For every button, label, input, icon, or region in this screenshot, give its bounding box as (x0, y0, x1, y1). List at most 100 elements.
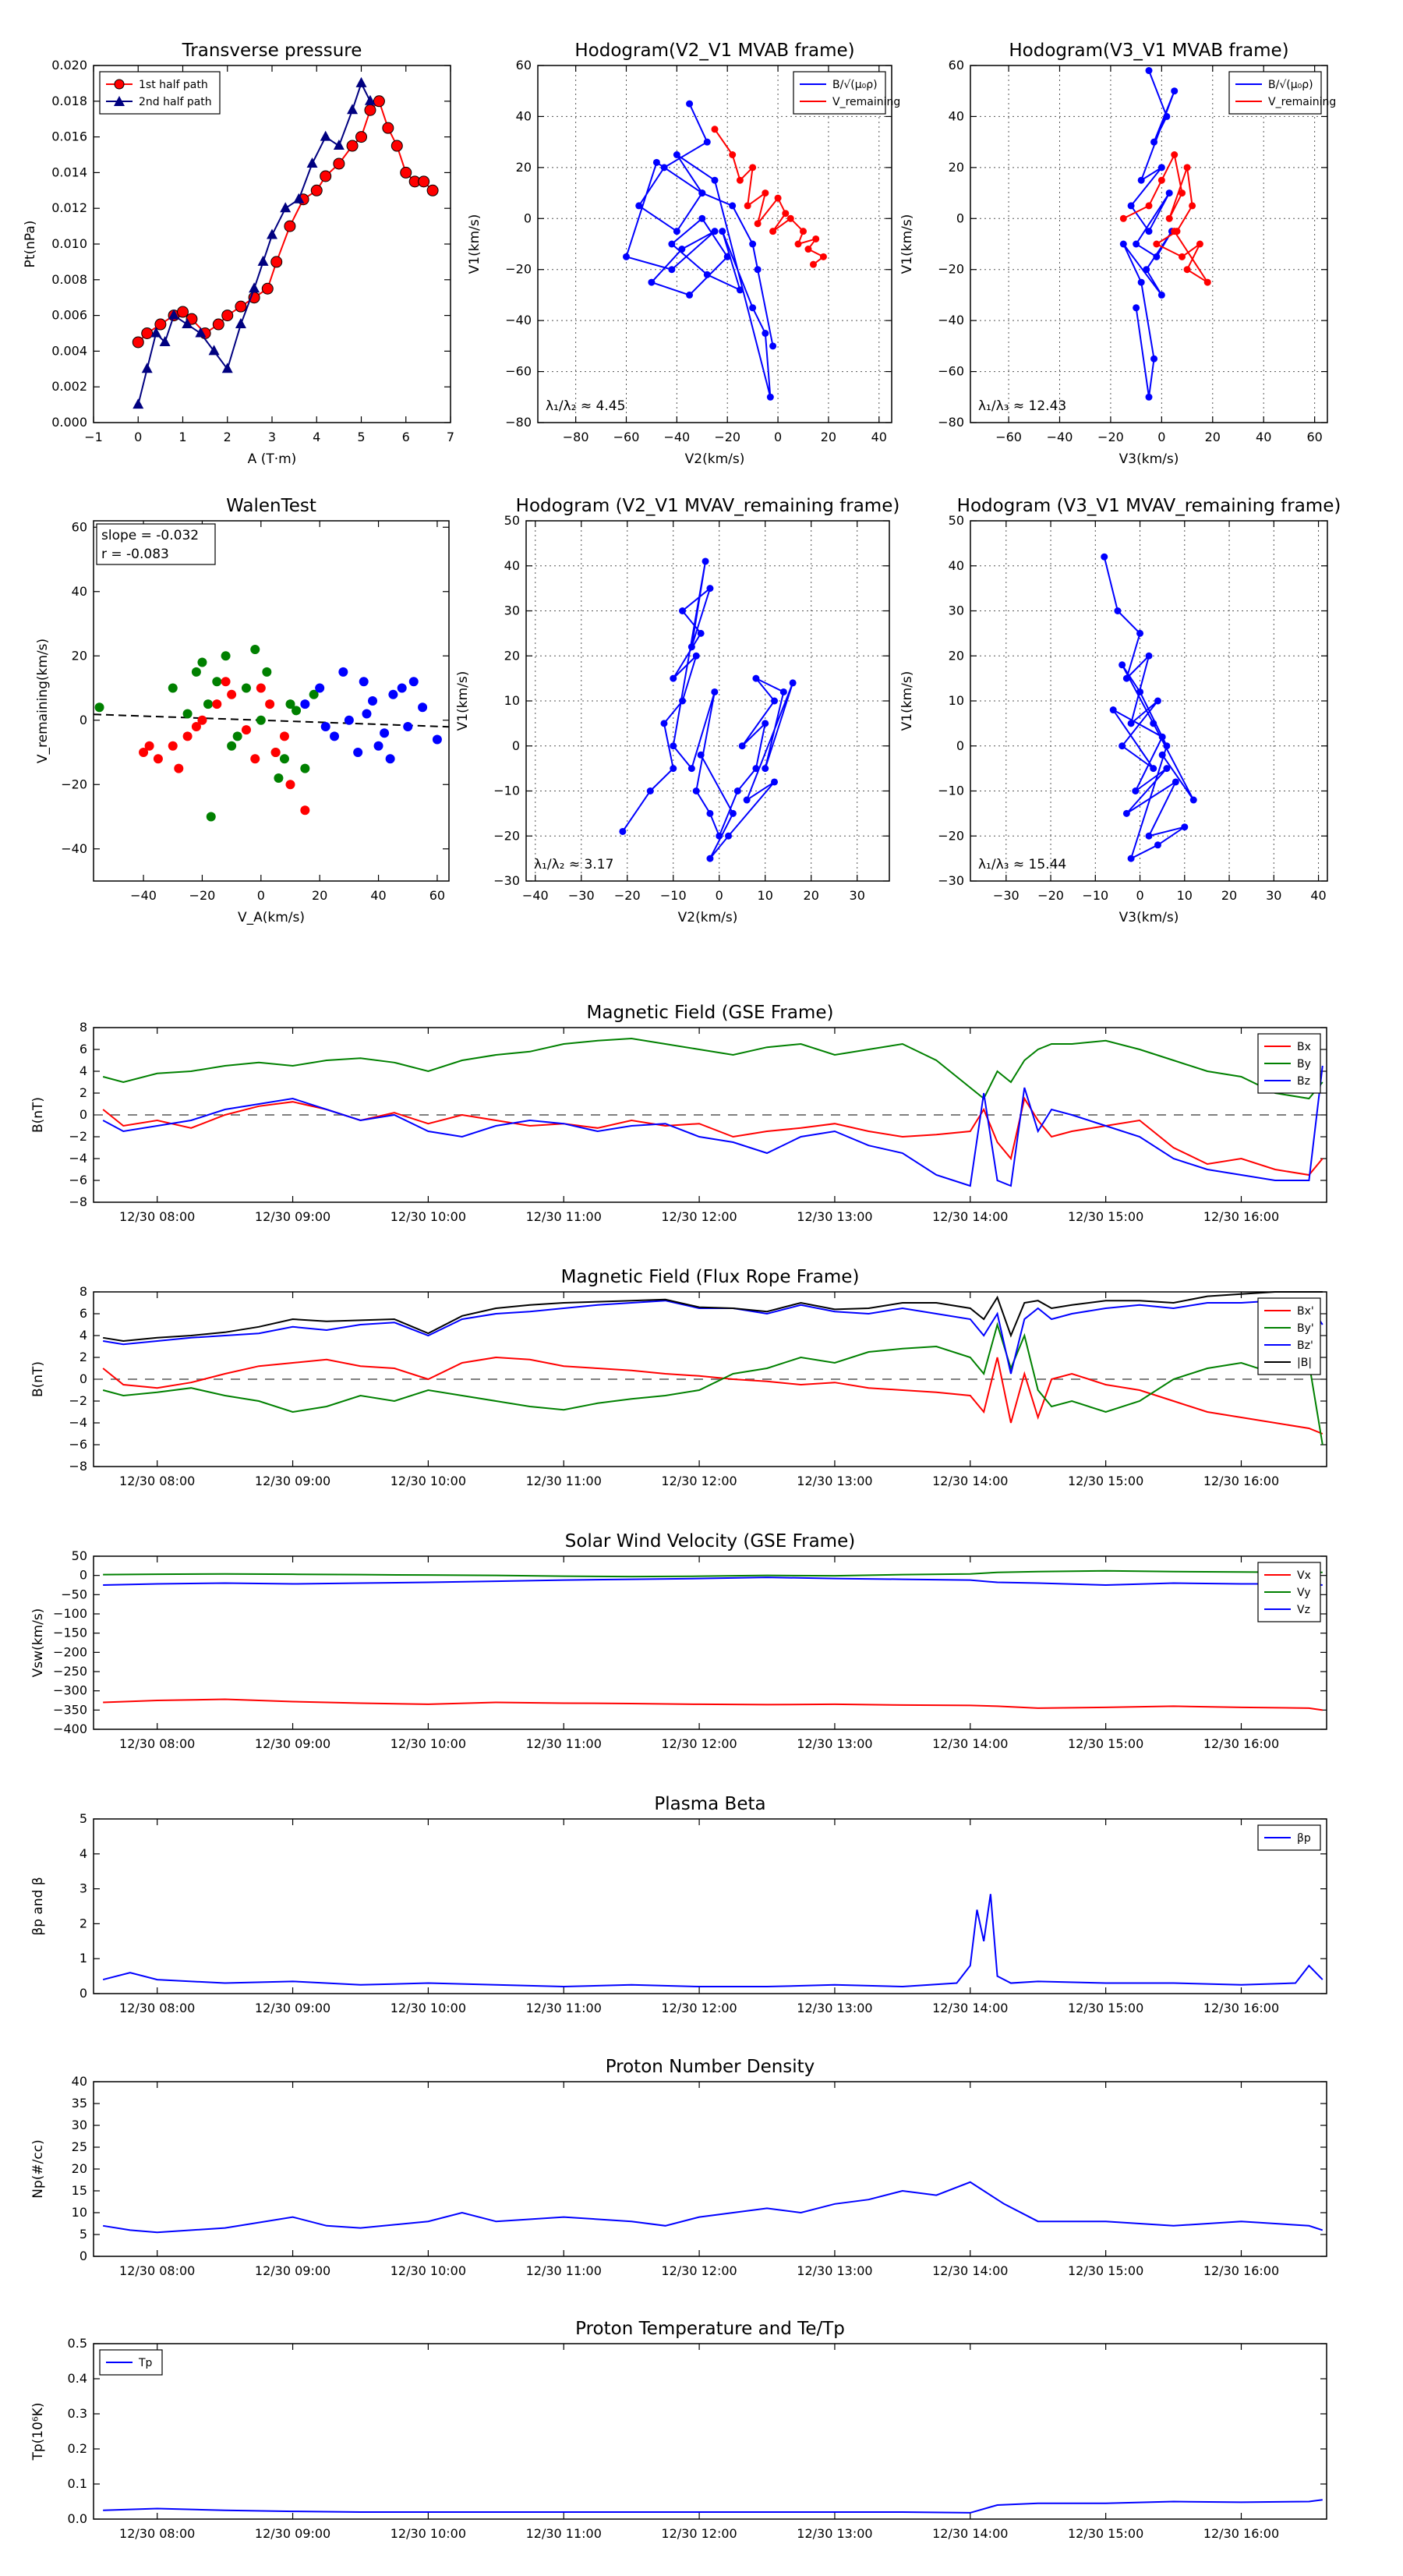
axes-frame (93, 2343, 1327, 2520)
data-point (256, 683, 266, 693)
legend-label: Bz' (1297, 1339, 1313, 1352)
x-tick-label: 60 (1306, 430, 1322, 444)
data-point (706, 809, 714, 817)
data-point (1163, 112, 1171, 120)
y-tick-label: 20 (72, 2161, 87, 2176)
y-tick-label: 0.4 (68, 2371, 87, 2386)
data-point (208, 345, 220, 356)
x-axis-label: V3(km/s) (1119, 451, 1179, 467)
data-point (697, 629, 705, 637)
y-tick-label: 20 (949, 160, 964, 175)
y-axis-label: B(nT) (30, 1361, 46, 1397)
data-point (1172, 778, 1179, 786)
y-tick-label: 50 (72, 1548, 87, 1563)
y-tick-label: −10 (938, 784, 964, 798)
data-point (279, 731, 289, 741)
y-tick-label: 5 (80, 2227, 87, 2242)
data-point (686, 291, 694, 299)
x-tick-label: 12/30 09:00 (255, 1474, 330, 1488)
y-tick-label: 2 (80, 1085, 87, 1100)
panel-8: Solar Wind Velocity (GSE Frame) 12/30 08:… (30, 1531, 1327, 1751)
y-tick-label: 35 (72, 2096, 87, 2111)
data-point (706, 585, 714, 593)
panel-title: Transverse pressure (182, 41, 362, 61)
panel-11: Proton Temperature and Te/Tp 12/30 08:00 1… (30, 2319, 1327, 2541)
panel-6: Magnetic Field (GSE Frame) 12/30 08:00 12/… (30, 1003, 1327, 1224)
y-tick-label: 0 (80, 2249, 87, 2263)
y-tick-label: −6 (69, 1437, 87, 1452)
y-tick-label: −20 (938, 262, 964, 277)
y-tick-label: −60 (505, 364, 532, 379)
data-point (227, 689, 237, 699)
data-point (702, 557, 709, 565)
legend-label: By (1297, 1058, 1311, 1070)
data-point (762, 765, 769, 773)
data-point (670, 765, 677, 773)
series-line (1103, 556, 1195, 861)
data-point (221, 310, 234, 322)
x-tick-label: 12/30 10:00 (391, 1736, 466, 1751)
y-tick-label: 0.000 (51, 415, 87, 430)
x-tick-label: 0 (716, 888, 723, 903)
panel-3: WalenTest −40 −20 0 20 40 60 −40 −20 0 20 40 60 V_A(k… (35, 496, 450, 925)
panel-title: Hodogram (V2_V1 MVAV_remaining frame) (516, 496, 900, 516)
y-tick-label: 25 (72, 2139, 87, 2154)
data-point (1122, 809, 1130, 817)
x-tick-label: 40 (1310, 888, 1326, 903)
data-point (168, 741, 178, 751)
data-point (794, 240, 802, 248)
x-tick-label: 12/30 16:00 (1203, 2526, 1279, 2541)
series-line (103, 2181, 1323, 2234)
y-tick-label: 0.004 (51, 343, 87, 358)
data-point (1179, 253, 1186, 260)
legend-marker (114, 96, 125, 106)
data-point (646, 787, 654, 794)
x-tick-label: 12/30 12:00 (661, 2001, 737, 2015)
data-point (267, 228, 277, 239)
data-point (306, 157, 318, 168)
data-point (1145, 652, 1153, 660)
y-tick-label: −4 (69, 1151, 87, 1166)
data-point (1181, 823, 1189, 831)
series-line (102, 1322, 1323, 1445)
y-tick-label: −400 (53, 1721, 87, 1736)
y-tick-label: 4 (80, 1063, 87, 1078)
data-point (1150, 138, 1158, 146)
data-point (749, 304, 757, 312)
y-tick-label: 60 (72, 519, 87, 534)
y-tick-label: −350 (53, 1702, 87, 1717)
data-point (206, 812, 216, 822)
data-point (1163, 765, 1171, 773)
data-point (168, 683, 178, 693)
series-line (103, 1576, 1323, 1587)
x-tick-label: 12/30 16:00 (1203, 1209, 1279, 1224)
data-point (285, 780, 295, 790)
legend-label: By' (1297, 1322, 1314, 1335)
y-tick-label: 0.2 (68, 2441, 87, 2456)
data-point (1137, 176, 1145, 184)
data-point (673, 151, 680, 158)
x-tick-label: 12/30 16:00 (1203, 1474, 1279, 1488)
data-point (1137, 278, 1145, 286)
y-tick-label: 4 (80, 1328, 87, 1343)
y-tick-label: 50 (504, 513, 520, 528)
series-line (103, 2499, 1323, 2514)
data-point (274, 773, 284, 783)
data-point (293, 193, 305, 203)
x-tick-label: 1 (178, 430, 186, 444)
data-point (678, 246, 686, 253)
data-point (1136, 629, 1144, 637)
data-point (711, 228, 719, 235)
data-point (711, 176, 719, 184)
panel-title: Plasma Beta (654, 1794, 765, 1814)
x-tick-label: 12/30 12:00 (661, 1736, 737, 1751)
data-point (687, 643, 695, 651)
data-point (711, 688, 719, 695)
legend-box (99, 71, 221, 115)
data-point (771, 697, 779, 705)
y-tick-label: −300 (53, 1683, 87, 1698)
data-point (212, 318, 224, 331)
data-point (265, 699, 275, 709)
data-point (1153, 240, 1161, 248)
y-tick-label: −80 (505, 415, 532, 430)
